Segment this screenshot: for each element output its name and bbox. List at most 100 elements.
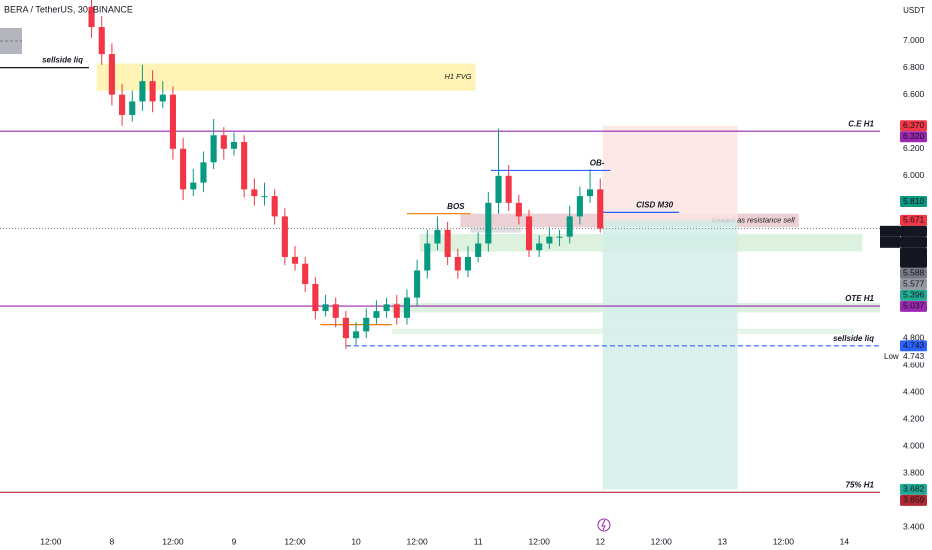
x-tick-label: 12:00 [40,536,62,546]
candle-body [363,317,370,332]
price-label-box [900,494,927,506]
price-label: 5.037 [903,301,925,311]
candle-body [230,142,238,149]
level-label: sellside liq [42,56,83,65]
candle-body [129,101,136,115]
price-label-box [900,351,927,363]
chart-title: BERA / TetherUS, 30, BINANCE [4,4,133,14]
price-label-name-box [880,236,900,248]
x-tick-label: 12 [595,536,605,546]
price-label: 4.743 [903,351,925,361]
price-label: 5.671 [903,215,925,225]
candle-body [190,182,197,190]
candle-body [302,263,309,285]
plot: H1 FVG treated as resistance sell C.E H1 OT… [0,0,880,493]
zone [602,125,738,221]
price-label-box [900,267,927,279]
event-icon[interactable] [597,518,611,532]
candle-body [88,6,95,28]
price-label-box [900,120,927,132]
x-tick-label: 8 [110,536,115,546]
y-tick-label: 6.600 [903,89,925,99]
price-label: 5.588 [903,268,925,278]
candle-body [210,135,217,163]
candle-body [393,304,400,318]
price-label-name: Ask [884,226,898,235]
level-label: OTE H1 [845,294,874,303]
x-tick-label: 12:00 [651,536,673,546]
candle-body [566,216,573,237]
y-tick-label: 7.000 [903,35,925,45]
level-label: OB- [590,159,605,168]
x-tick-label: 14 [840,536,850,546]
candle-body [556,236,563,238]
x-tick-label: 13 [718,536,728,546]
y-tick-label: 4.400 [903,386,925,396]
price-label-box [900,131,927,143]
candle-body [414,270,421,298]
candle-body [485,202,492,244]
x-tick-label: 9 [232,536,237,546]
candle-body [444,229,451,257]
candle-body [383,304,390,312]
price-label: 4.743 [903,340,925,350]
x-tick-label: 12:00 [162,536,184,546]
candle-body [332,304,339,318]
price-label: 5.810 [903,196,925,206]
y-tick-label: 4.200 [903,414,925,424]
level-label: sellside liq [833,334,874,343]
candle-body [525,216,533,251]
candle-body [180,148,187,190]
candle-body [149,81,156,102]
price-label-box [900,236,927,248]
countdown: 12:31 [903,257,925,267]
candle-body [261,196,268,198]
candle-body [536,243,543,251]
price-label-name-box [880,351,900,363]
price-label: 5.609 [903,248,925,258]
candle-body [159,94,166,102]
price-label: 3.682 [903,484,925,494]
candle-body [353,331,360,339]
candle-body [546,236,553,244]
zone [96,63,476,91]
price-label-box [900,289,927,301]
price-label: 6.320 [903,131,925,141]
candle-body [373,311,380,318]
price-label: 5.577 [903,279,925,289]
candle-body [454,256,461,271]
price-label: 5.611 [903,226,924,236]
y-tick-label: 4.800 [903,332,925,342]
zone [470,227,522,233]
candle-body [220,135,227,149]
candle-body [587,189,594,197]
price-label-box [900,278,927,290]
x-tick-label: 12:00 [773,536,795,546]
price-label: 6.370 [903,120,925,130]
candle-body [200,162,207,183]
candle-body [98,27,105,55]
y-tick-label: 6.000 [903,170,925,180]
level-label: CISD M30 [636,200,673,209]
y-tick-label: 6.800 [903,62,925,72]
candle-body [475,243,482,257]
candle-body [424,243,431,271]
candle-body [271,196,278,217]
level-label: BOS [447,202,465,211]
candle-body [434,229,441,244]
candle-body [342,317,349,339]
level-label: 75% H1 [846,480,875,489]
candle-body [241,142,248,190]
y-tick-label: 6.200 [903,143,925,153]
price-label: 5.396 [903,290,925,300]
price-label-box [900,340,927,352]
candle-body [281,216,288,257]
price-label-box [900,247,927,268]
price-label: 5.610 [903,237,925,247]
zone-label: treated as resistance sell [712,215,795,224]
x-tick-label: 12:00 [529,536,551,546]
candle-body [464,256,472,271]
y-tick-label: 4.600 [903,359,925,369]
y-tick-label: 3.800 [903,468,925,478]
